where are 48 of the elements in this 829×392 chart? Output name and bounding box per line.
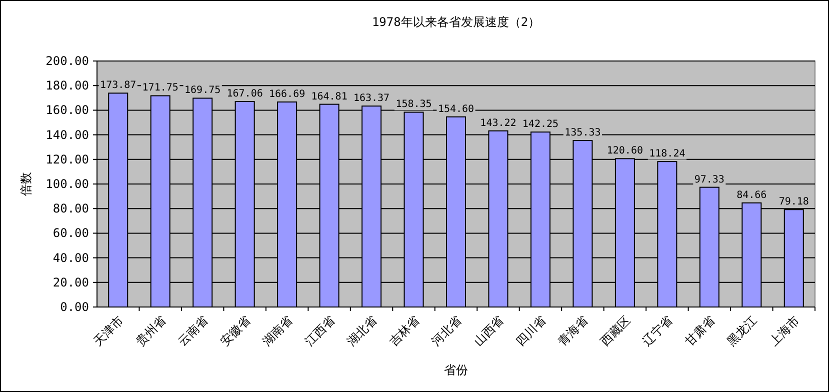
data-label: 163.37 (353, 93, 390, 104)
data-label: 164.81 (311, 91, 348, 102)
y-tick-label: 160.00 (46, 103, 89, 118)
data-label: 143.22 (480, 118, 516, 129)
x-tick-label: 安徽省 (218, 313, 253, 349)
x-tick-label: 天津市 (90, 313, 126, 349)
y-tick-label: 40.00 (52, 250, 89, 265)
data-label: 84.66 (736, 190, 767, 201)
data-label: 79.18 (778, 196, 809, 208)
x-tick-label: 辽宁省 (640, 313, 676, 349)
x-tick-label: 河北省 (428, 313, 464, 349)
x-tick-label: 江西省 (302, 313, 338, 349)
data-label: 118.24 (649, 148, 686, 160)
y-tick-label: 200.00 (46, 54, 89, 68)
data-label: 167.06 (226, 88, 263, 100)
x-tick-label: 湖北省 (344, 313, 380, 349)
y-tick-label: 0.00 (60, 300, 89, 314)
data-label: 135.33 (564, 128, 601, 139)
data-label: 169.75 (184, 85, 221, 96)
y-axis-title: 倍数 (19, 172, 33, 196)
y-tick-label: 180.00 (46, 78, 89, 93)
y-tick-label: 100.00 (46, 177, 89, 191)
x-tick-label: 吉林省 (386, 313, 422, 349)
y-tick-label: 120.00 (46, 152, 89, 166)
data-label: 166.69 (268, 88, 306, 100)
x-tick-label: 西藏区 (598, 313, 634, 349)
data-label: 158.35 (396, 99, 432, 110)
x-tick-label: 甘肃省 (682, 313, 718, 349)
x-tick-label: 上海市 (766, 313, 802, 349)
data-label: 142.25 (522, 119, 559, 130)
data-label: 171.75 (142, 82, 178, 94)
y-tick-label: 20.00 (52, 275, 89, 290)
x-tick-label: 黑龙江 (724, 313, 760, 349)
data-label: 173.87 (100, 80, 136, 92)
x-tick-label: 山西省 (471, 313, 506, 349)
x-tick-label: 贵州省 (133, 313, 168, 349)
x-tick-label: 云南省 (175, 313, 211, 349)
x-tick-label: 青海省 (555, 313, 591, 349)
x-axis-title: 省份 (444, 363, 468, 377)
data-label: 154.60 (438, 104, 474, 115)
y-tick-label: 140.00 (46, 128, 89, 142)
y-tick-label: 60.00 (52, 226, 89, 240)
x-tick-label: 湖南省 (260, 313, 296, 349)
data-label: 97.33 (694, 174, 724, 186)
x-tick-label: 四川省 (513, 313, 549, 349)
data-label: 120.60 (606, 146, 644, 157)
y-tick-label: 80.00 (52, 202, 89, 216)
chart-title: 1978年以来各省发展速度（2） (372, 15, 540, 29)
